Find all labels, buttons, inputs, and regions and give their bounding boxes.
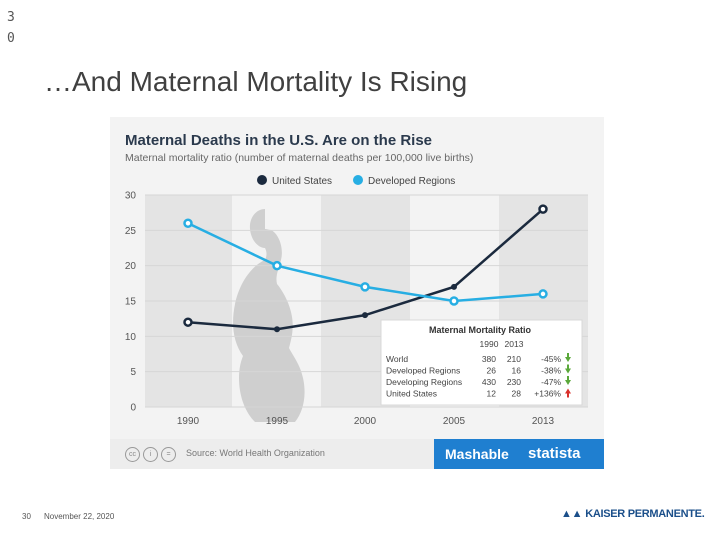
inset-change: -45% (541, 354, 561, 364)
inset-change: +136% (534, 389, 561, 399)
footer-date: November 22, 2020 (44, 512, 115, 521)
x-tick-label: 2000 (354, 416, 377, 427)
inset-col-header: 1990 (480, 339, 499, 349)
slide-corner-number: 30 (7, 10, 15, 46)
attribution-icon: i (143, 447, 158, 462)
data-point (274, 326, 280, 333)
kp-logo-text: KAISER PERMANENTE. (585, 508, 705, 520)
inset-col-header: 2013 (505, 339, 524, 349)
inset-cell: 12 (487, 389, 497, 399)
data-point (360, 282, 370, 292)
y-tick-label: 20 (125, 261, 137, 272)
chart-title: Maternal Deaths in the U.S. Are on the R… (125, 132, 432, 149)
inset-table-box (380, 319, 583, 406)
inset-cell: 230 (507, 377, 521, 387)
legend-swatch (257, 175, 267, 185)
chart-card: 0 5 10 15 20 25 30 1990 1995 2000 2005 2013 Matern… (110, 117, 604, 469)
x-tick-label: 1990 (177, 416, 200, 427)
inset-row-label: World (386, 354, 408, 364)
inset-cell: 16 (512, 366, 522, 376)
data-point (272, 260, 282, 271)
noderivs-icon: = (161, 447, 176, 462)
chart-source: Source: World Health Organization (186, 448, 325, 458)
footer-page-number: 30 (22, 512, 31, 521)
y-tick-label: 30 (125, 191, 137, 202)
inset-change: -38% (541, 366, 561, 376)
legend-label: Developed Regions (368, 176, 455, 187)
chart-subtitle: Maternal mortality ratio (number of mate… (125, 152, 473, 164)
inset-cell: 430 (482, 377, 496, 387)
x-tick-label: 2005 (443, 416, 466, 427)
statista-logo: statista (528, 445, 581, 462)
kp-logo-icon: ▲▲ (561, 508, 583, 520)
data-point (538, 204, 548, 214)
legend-label: United States (272, 176, 332, 187)
inset-row-label: Developed Regions (386, 366, 460, 376)
data-point (362, 312, 368, 319)
inset-row-label: United States (386, 389, 437, 399)
y-tick-label: 25 (125, 226, 137, 237)
slide-title: …And Maternal Mortality Is Rising (44, 66, 468, 97)
x-tick-label: 2013 (532, 416, 555, 427)
arrow-down-icon (565, 353, 571, 362)
mashable-logo: Mashable (445, 446, 509, 462)
data-point (183, 218, 193, 229)
data-point (183, 317, 193, 327)
inset-row-label: Developing Regions (386, 377, 462, 387)
y-tick-label: 10 (125, 332, 137, 343)
y-tick-label: 0 (130, 403, 136, 414)
chart-svg: 0 5 10 15 20 25 30 1990 1995 2000 2005 2013 Matern… (125, 132, 588, 427)
brand-band (434, 439, 604, 469)
arrow-down-icon (565, 376, 571, 385)
y-tick-label: 15 (125, 297, 137, 308)
kaiser-permanente-logo: ▲▲ KAISER PERMANENTE. (561, 508, 705, 520)
pregnant-woman-silhouette (233, 209, 305, 422)
cc-license-icon: cc (125, 447, 140, 462)
inset-cell: 210 (507, 354, 521, 364)
inset-cell: 28 (512, 389, 522, 399)
data-point (449, 296, 459, 306)
y-tick-label: 5 (130, 367, 136, 378)
inset-change: -47% (541, 377, 561, 387)
legend-swatch (353, 175, 363, 185)
data-point (451, 283, 457, 290)
x-tick-label: 1995 (266, 416, 289, 427)
inset-cell: 380 (482, 354, 496, 364)
inset-cell: 26 (487, 366, 497, 376)
chart-footer: cc i = Source: World Health Organization… (110, 439, 604, 469)
inset-table-title: Maternal Mortality Ratio (429, 325, 532, 335)
arrow-down-icon (565, 364, 571, 374)
data-point (538, 289, 548, 299)
arrow-up-icon (565, 388, 571, 398)
